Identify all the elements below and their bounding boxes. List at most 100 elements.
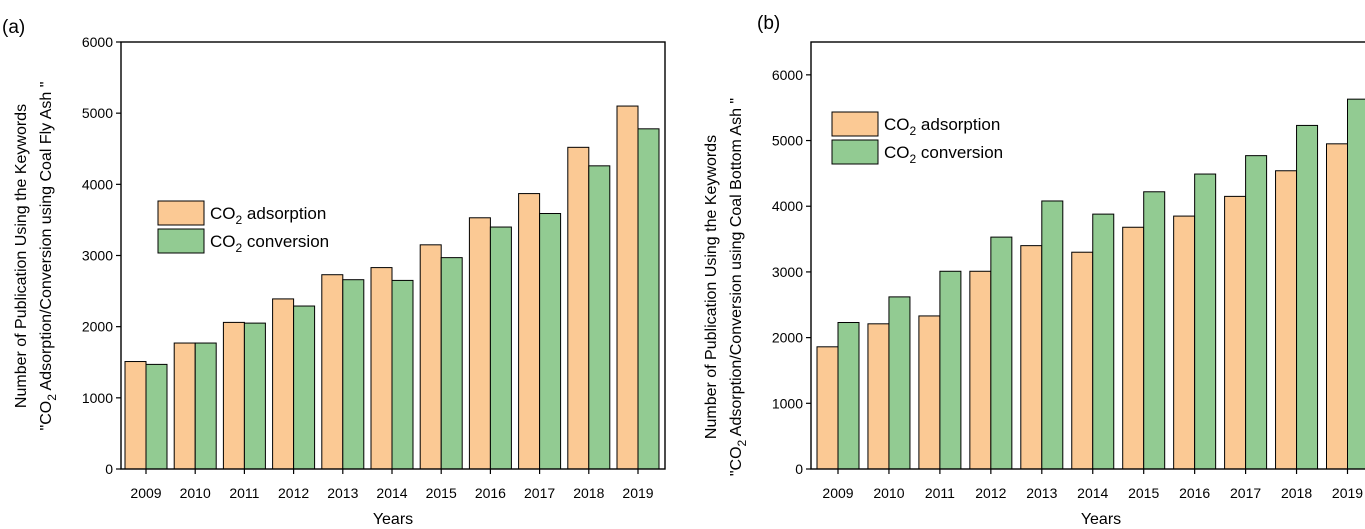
bar-adsorption-2009 (124, 361, 147, 470)
x-tick-label: 2009 (130, 485, 161, 501)
y-axis-label-a-line1: Number of Publication Using the Keywords (13, 104, 30, 408)
y-tick-label: 4000 (772, 198, 803, 214)
panel-label-a: (a) (2, 17, 25, 38)
bar-conversion-2019 (637, 128, 660, 470)
y-ticks-b: 0 1000 2000 3000 4000 5000 6000 (772, 67, 811, 477)
bar-adsorption-2013 (1020, 245, 1043, 470)
bar-adsorption-2019 (616, 105, 639, 470)
bar-adsorption-2013 (321, 274, 344, 470)
legend-a: CO2​ adsorption CO2​ conversion (157, 200, 329, 255)
bar-adsorption-2012 (969, 270, 992, 470)
x-tick-label: 2015 (1128, 485, 1159, 501)
bar-adsorption-2009 (816, 346, 839, 470)
bar-conversion-2014 (391, 279, 414, 470)
bar-conversion-2013 (1041, 200, 1064, 470)
bar-conversion-2016 (1194, 173, 1217, 470)
x-tick-label: 2013 (327, 485, 358, 501)
y-axis-label-b-line1: Number of Publication Using the Keywords (703, 135, 720, 439)
x-tick-label: 2018 (573, 485, 604, 501)
x-tick-label: 2009 (822, 485, 853, 501)
legend-label-adsorption: CO2​ adsorption (210, 204, 326, 227)
bar-adsorption-2014 (1071, 251, 1094, 470)
legend-b: CO2​ adsorption CO2​ conversion (831, 111, 1003, 166)
bar-conversion-2018 (588, 165, 611, 470)
y-tick-label: 1000 (772, 395, 803, 411)
bar-adsorption-2017 (518, 193, 541, 470)
x-tick-label: 2011 (925, 485, 955, 501)
bar-conversion-2012 (293, 305, 316, 470)
bar-adsorption-2015 (1122, 226, 1145, 470)
plot-frame-b (810, 41, 1365, 470)
panel-label-b: (b) (757, 13, 780, 34)
legend-label-conversion: CO2​ conversion (210, 232, 329, 255)
bar-adsorption-2011 (918, 315, 941, 470)
y-tick-label: 0 (795, 461, 803, 477)
x-tick-label: 2011 (229, 485, 259, 501)
y-tick-label: 6000 (772, 67, 803, 83)
bar-conversion-2012 (990, 236, 1013, 470)
x-axis-label-a: Years (373, 511, 413, 528)
x-tick-label: 2010 (180, 485, 211, 501)
legend-label-conversion: CO2​ conversion (884, 143, 1003, 166)
x-tick-label: 2013 (1026, 485, 1057, 501)
y-tick-label: 4000 (82, 176, 113, 192)
y-tick-label: 5000 (772, 133, 803, 149)
bar-adsorption-2014 (370, 267, 393, 470)
bar-adsorption-2011 (222, 321, 245, 470)
bar-conversion-2010 (194, 342, 217, 470)
bar-conversion-2016 (489, 226, 512, 470)
bars-b (816, 98, 1365, 470)
bars-a (124, 105, 660, 470)
legend-swatch-conversion (157, 228, 205, 254)
x-tick-label: 2010 (873, 485, 904, 501)
bar-adsorption-2016 (468, 217, 491, 470)
bar-adsorption-2015 (419, 244, 442, 470)
x-tick-label: 2019 (1332, 485, 1363, 501)
legend-swatch-conversion (831, 139, 879, 165)
bar-adsorption-2010 (867, 323, 890, 470)
bar-conversion-2009 (145, 363, 168, 470)
y-tick-label: 1000 (82, 390, 113, 406)
y-tick-label: 5000 (82, 105, 113, 121)
y-axis-label-a-line2: "CO2​ Adsorption/Conversion using Coal F… (38, 82, 59, 431)
y-tick-label: 3000 (772, 264, 803, 280)
x-tick-label: 2016 (1179, 485, 1210, 501)
bar-conversion-2011 (243, 322, 266, 470)
bar-conversion-2015 (1143, 191, 1166, 470)
x-tick-label: 2012 (278, 485, 309, 501)
x-tick-label: 2014 (1077, 485, 1108, 501)
bar-conversion-2015 (440, 257, 463, 470)
bar-adsorption-2019 (1326, 143, 1348, 470)
y-axis-label-b-line2: "CO2​ Adsorption/Conversion using Coal B… (728, 98, 749, 476)
bar-adsorption-2016 (1173, 215, 1196, 470)
x-tick-label: 2015 (426, 485, 457, 501)
x-tick-label: 2014 (376, 485, 407, 501)
bar-conversion-2009 (837, 322, 860, 470)
y-tick-label: 6000 (82, 34, 113, 50)
bar-conversion-2019 (1347, 98, 1365, 470)
bar-conversion-2011 (939, 270, 962, 470)
x-tick-label: 2018 (1281, 485, 1312, 501)
bar-adsorption-2018 (567, 146, 590, 470)
y-tick-label: 2000 (82, 319, 113, 335)
x-tick-label: 2019 (622, 485, 653, 501)
x-tick-label: 2012 (975, 485, 1006, 501)
x-tick-label: 2017 (1230, 485, 1261, 501)
bar-conversion-2013 (342, 279, 365, 470)
bar-conversion-2014 (1092, 213, 1115, 470)
legend-swatch-adsorption (157, 200, 205, 226)
bar-adsorption-2012 (272, 298, 295, 470)
bar-conversion-2018 (1296, 124, 1319, 470)
y-tick-label: 2000 (772, 330, 803, 346)
y-ticks-a: 0 1000 2000 3000 4000 5000 6000 (82, 34, 121, 477)
bar-conversion-2017 (539, 213, 562, 470)
y-tick-label: 3000 (82, 248, 113, 264)
x-ticks-b: 2009 2010 2011 2012 2013 2014 2015 2016 2017 2018… (822, 469, 1363, 501)
bar-adsorption-2017 (1224, 195, 1247, 470)
legend-swatch-adsorption (831, 111, 879, 137)
bar-conversion-2017 (1245, 155, 1268, 470)
bar-adsorption-2010 (173, 342, 196, 470)
